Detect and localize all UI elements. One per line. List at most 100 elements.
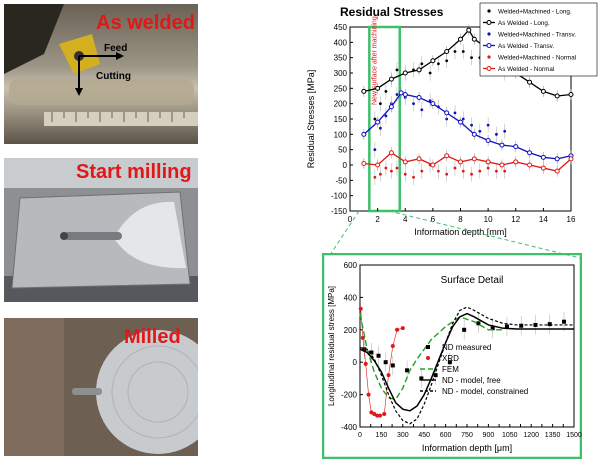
y-tick-label: 400 [344, 293, 358, 302]
y-tick-label: 50 [338, 146, 347, 155]
y-tick-label: -150 [331, 207, 348, 216]
machining-annotation: New surface after machining [371, 16, 378, 105]
series-point [466, 27, 472, 33]
series-point [444, 110, 450, 116]
series-point [369, 350, 374, 355]
milled-label: Milled [124, 326, 181, 348]
series-point [419, 376, 424, 381]
series-point [430, 162, 436, 168]
series-point [453, 50, 457, 53]
y-tick-label: -400 [341, 423, 358, 432]
y-tick-label: -200 [341, 391, 358, 400]
x-tick-label: 900 [483, 432, 495, 439]
series-point [519, 323, 524, 328]
series-point [430, 101, 436, 107]
series-point [471, 36, 477, 42]
legend-entry: FEM [442, 365, 459, 374]
series-point [416, 95, 422, 101]
series-point [568, 91, 574, 97]
series-point [495, 169, 498, 173]
legend-entry: Welded+Machined - Long. [498, 9, 572, 16]
photo-as-welded: Feed Cutting As welded [4, 4, 198, 144]
machining-highlight-box [368, 25, 401, 213]
series-point [384, 90, 388, 93]
series-point [458, 36, 463, 42]
x-tick-label: 0 [358, 432, 362, 439]
series-point [490, 326, 495, 331]
series-point [445, 117, 449, 121]
series-point [554, 156, 560, 162]
series-point [485, 137, 491, 143]
x-tick-label: 1500 [566, 432, 582, 439]
legend-entry: As Welded - Long. [498, 20, 550, 27]
series-point [378, 126, 382, 130]
series-point [462, 327, 467, 332]
series-point [390, 169, 393, 173]
legend-entry: ND - model, constrained [442, 387, 528, 396]
series-point [444, 49, 450, 55]
series-point [513, 159, 519, 165]
series-line [363, 151, 572, 172]
series-point [437, 62, 440, 66]
series-point [377, 413, 382, 418]
series-point [445, 172, 449, 176]
series-point [384, 114, 388, 118]
series-point [386, 373, 391, 378]
series-point [373, 175, 377, 179]
chart-title: Surface Detail [441, 275, 504, 286]
series-point [444, 153, 450, 159]
series-point [420, 169, 424, 173]
series-point [402, 70, 408, 76]
y-tick-label: 150 [334, 115, 348, 124]
series-point [471, 156, 477, 162]
series-point [458, 119, 463, 125]
legend-swatch-marker [487, 32, 491, 36]
series-point [430, 58, 436, 64]
series-point [447, 360, 452, 365]
y-tick-label: 450 [334, 23, 348, 32]
x-tick-label: 12 [511, 215, 520, 224]
series-point [361, 88, 367, 94]
y-tick-label: 350 [334, 54, 348, 63]
series-point [366, 392, 371, 397]
series-point [390, 363, 395, 368]
series-point [504, 324, 509, 329]
y-tick-label: 100 [334, 130, 348, 139]
series-point [554, 93, 560, 99]
series-point [360, 335, 365, 340]
series-point [375, 413, 380, 418]
series-point [470, 56, 473, 60]
photo-start-milling: Start milling [4, 158, 198, 302]
start-milling-label: Start milling [76, 161, 192, 183]
legend-swatch-marker [426, 345, 430, 349]
series-point [453, 166, 457, 170]
y-tick-label: -100 [331, 192, 348, 201]
series-point [540, 165, 546, 171]
x-tick-label: 150 [376, 432, 388, 439]
series-point [388, 150, 394, 156]
series-point [461, 169, 465, 173]
series-point [378, 172, 382, 176]
series-point [503, 129, 507, 133]
feed-label: Feed [104, 43, 127, 54]
series-point [420, 62, 424, 66]
x-axis-label: Information depth [μm] [422, 443, 512, 453]
series-point [361, 160, 367, 166]
series-point [395, 166, 399, 170]
series-point [478, 129, 482, 133]
y-tick-label: 0 [343, 161, 348, 170]
x-tick-label: 1200 [523, 432, 539, 439]
series-point [527, 79, 533, 85]
legend-entry: As Welded - Transv. [498, 43, 554, 50]
series-point [412, 175, 415, 179]
series-point [398, 90, 404, 96]
series-line [363, 92, 572, 160]
legend-swatch-marker [487, 9, 491, 13]
x-tick-label: 8 [458, 215, 463, 224]
series-point [361, 131, 367, 137]
series-point [461, 50, 465, 53]
series-point [376, 353, 381, 358]
y-tick-label: 200 [334, 100, 348, 109]
y-axis-label: Residual Stresses [MPa] [306, 70, 316, 169]
legend-entry: XRD [442, 354, 459, 363]
